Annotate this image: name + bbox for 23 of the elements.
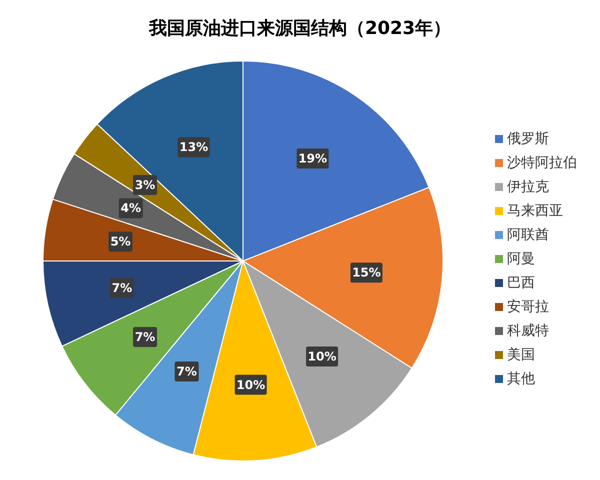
legend-label: 巴西 (507, 275, 535, 291)
data-label: 4% (120, 201, 141, 216)
data-label: 5% (110, 234, 131, 249)
data-label: 3% (134, 178, 156, 192)
data-label: 10% (308, 350, 336, 364)
legend-label: 安哥拉 (507, 299, 549, 315)
data-label: 19% (298, 151, 328, 166)
legend-label: 美国 (507, 347, 535, 363)
legend-label: 沙特阿拉伯 (507, 155, 577, 171)
data-label: 10% (236, 378, 266, 392)
data-label: 7% (176, 364, 197, 378)
data-label: 13% (179, 140, 208, 154)
legend-label: 俄罗斯 (507, 131, 549, 147)
legend-label: 其他 (507, 371, 535, 387)
data-label: 15% (352, 266, 381, 280)
legend-label: 伊拉克 (507, 179, 549, 195)
legend-label: 科威特 (507, 323, 549, 339)
legend-label: 阿联酋 (507, 227, 549, 243)
chart-title: 我国原油进口来源国结构（2023年） (148, 17, 452, 41)
legend-label: 阿曼 (507, 251, 535, 267)
legend-label: 马来西亚 (507, 203, 563, 219)
data-label: 7% (134, 330, 156, 344)
data-label: 7% (112, 281, 132, 296)
